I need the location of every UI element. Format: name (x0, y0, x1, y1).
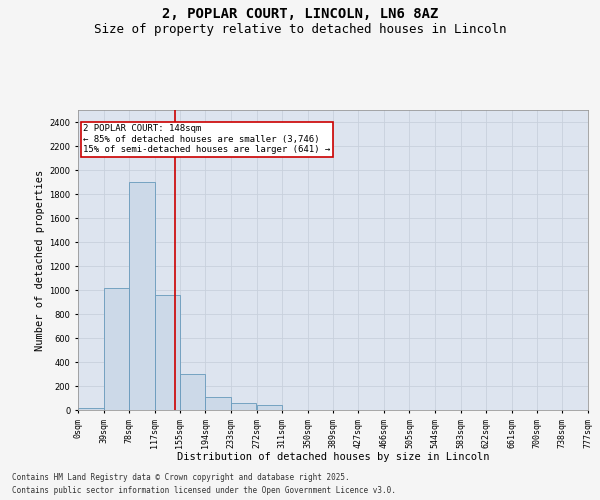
Y-axis label: Number of detached properties: Number of detached properties (35, 170, 45, 350)
Bar (205, 397, 231, 410)
Text: Size of property relative to detached houses in Lincoln: Size of property relative to detached ho… (94, 22, 506, 36)
Bar (257, 405, 282, 410)
Bar (231, 403, 256, 410)
Text: Contains HM Land Registry data © Crown copyright and database right 2025.: Contains HM Land Registry data © Crown c… (12, 474, 350, 482)
Bar (180, 374, 205, 410)
Text: Contains public sector information licensed under the Open Government Licence v3: Contains public sector information licen… (12, 486, 396, 495)
Bar (78, 408, 104, 410)
Bar (104, 288, 129, 410)
Text: 2 POPLAR COURT: 148sqm
← 85% of detached houses are smaller (3,746)
15% of semi-: 2 POPLAR COURT: 148sqm ← 85% of detached… (83, 124, 331, 154)
Bar (155, 295, 179, 410)
X-axis label: Distribution of detached houses by size in Lincoln: Distribution of detached houses by size … (177, 452, 489, 462)
Bar (129, 182, 155, 410)
Text: 2, POPLAR COURT, LINCOLN, LN6 8AZ: 2, POPLAR COURT, LINCOLN, LN6 8AZ (162, 8, 438, 22)
